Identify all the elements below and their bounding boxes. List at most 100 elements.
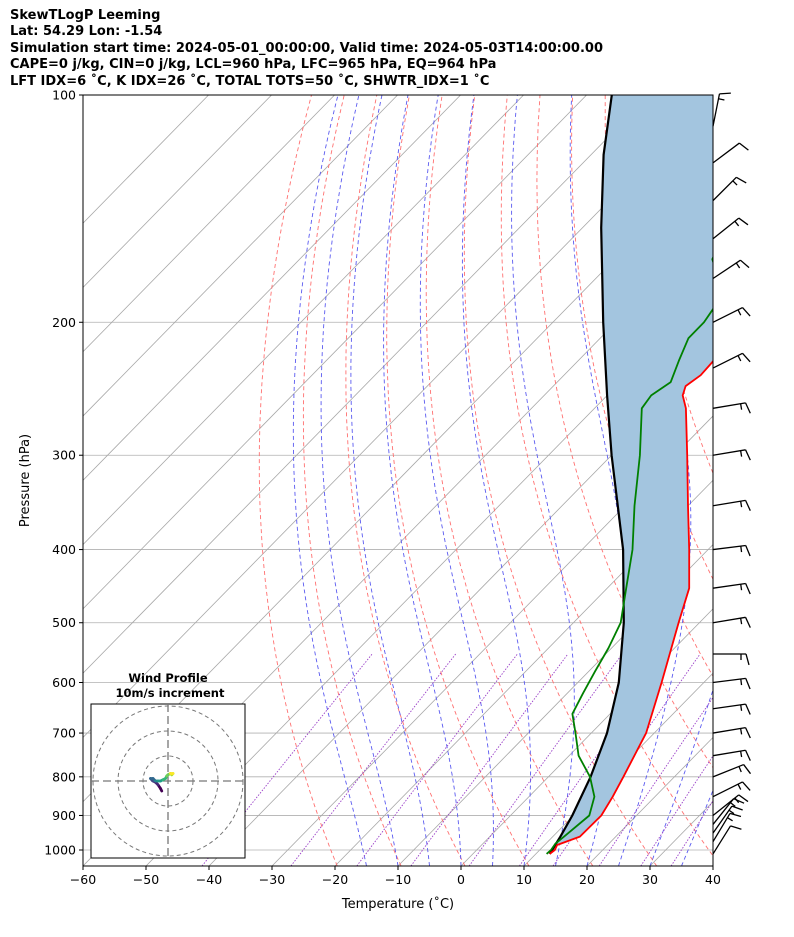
title-line-2: Lat: 54.29 Lon: -1.54	[10, 24, 163, 40]
moist-adiabat	[419, 95, 494, 866]
hodograph-title: Wind Profile	[128, 671, 208, 685]
wind-barb	[712, 544, 751, 557]
temperature-profile-line	[549, 359, 713, 855]
moist-adiabat	[681, 789, 713, 866]
mixing-ratio-line	[201, 653, 373, 866]
isotherm-gridline	[712, 865, 713, 866]
x-tick-label: 40	[705, 872, 721, 887]
y-tick-label: 800	[52, 769, 76, 784]
title-line-5: LFT IDX=6 ˚C, K IDX=26 ˚C, TOTAL TOTS=50…	[10, 73, 490, 89]
wind-barb	[712, 763, 752, 778]
isotherm-gridline	[523, 672, 713, 866]
x-axis-label: Temperature (˚C)	[341, 896, 454, 912]
title-line-3: Simulation start time: 2024-05-01_00:00:…	[10, 40, 603, 56]
x-tick-label: −10	[385, 872, 411, 887]
y-tick-label: 500	[52, 615, 76, 630]
isotherm-gridline	[83, 95, 713, 739]
wind-barb	[712, 449, 751, 461]
y-tick-label: 700	[52, 726, 76, 741]
wind-barb	[712, 582, 751, 595]
mixing-ratio-line	[670, 799, 713, 866]
moist-adiabat	[461, 95, 532, 866]
wind-barb	[712, 805, 743, 834]
wind-barb	[712, 726, 751, 739]
moist-adiabat	[320, 95, 399, 866]
moist-adiabat	[292, 95, 367, 866]
isotherm-gridline	[83, 95, 398, 417]
title-line-4: CAPE=0 j/kg, CIN=0 j/kg, LCL=960 hPa, LF…	[10, 57, 497, 73]
wind-barb	[712, 176, 747, 202]
isotherm-gridline	[271, 415, 713, 866]
dry-adiabat	[702, 95, 713, 185]
isotherm-gridline	[145, 286, 713, 866]
dry-adiabat	[500, 95, 713, 857]
dry-adiabat	[345, 95, 466, 866]
wind-barb	[712, 781, 751, 798]
x-tick-label: 20	[579, 872, 595, 887]
isotherm-gridline	[397, 543, 713, 866]
dry-adiabat	[768, 95, 794, 866]
isotherm-gridline	[83, 95, 335, 353]
y-tick-label: 1000	[44, 843, 76, 858]
mixing-ratio-line	[640, 755, 713, 866]
isotherm-gridline	[460, 608, 713, 866]
x-tick-label: 30	[642, 872, 658, 887]
parcel-path-line	[548, 95, 625, 855]
x-tick-label: −60	[70, 872, 96, 887]
isotherm-gridline	[83, 95, 650, 674]
x-tick-label: −30	[259, 872, 285, 887]
wind-barb	[712, 616, 751, 628]
moist-adiabat	[383, 95, 462, 866]
mixing-ratio-line	[519, 653, 670, 866]
y-axis-label: Pressure (hPa)	[18, 434, 33, 527]
wind-barb	[712, 703, 751, 715]
wind-barb	[712, 92, 731, 127]
y-tick-label: 900	[52, 808, 76, 823]
isotherm-gridline	[334, 479, 713, 866]
y-tick-label: 600	[52, 675, 76, 690]
dry-adiabat	[463, 95, 658, 866]
y-tick-label: 100	[52, 88, 76, 103]
wind-barb	[712, 794, 749, 816]
title-line-1: SkewTLogP Leeming	[10, 8, 161, 23]
dry-adiabat	[302, 95, 402, 866]
dry-adiabat	[571, 95, 713, 678]
wind-barb	[712, 142, 749, 164]
dewpoint-profile-line	[546, 255, 713, 855]
wind-barb	[712, 402, 751, 414]
y-tick-label: 400	[52, 542, 76, 557]
x-tick-label: −20	[322, 872, 348, 887]
wind-barb	[712, 677, 751, 690]
isotherm-gridline	[83, 95, 587, 610]
wind-barb	[712, 812, 742, 843]
wind-barb	[712, 749, 751, 761]
mixing-ratio-line	[468, 653, 623, 866]
mixing-ratio-line	[290, 653, 457, 866]
dry-adiabat	[637, 95, 713, 475]
x-tick-label: −40	[196, 872, 222, 887]
y-tick-label: 300	[52, 448, 76, 463]
y-tick-label: 200	[52, 315, 76, 330]
isotherm-gridline	[208, 351, 713, 866]
x-tick-label: 10	[516, 872, 532, 887]
moist-adiabat	[350, 95, 430, 866]
dry-adiabat	[425, 95, 594, 866]
isotherm-gridline	[83, 95, 272, 289]
x-tick-label: −50	[133, 872, 159, 887]
wind-barb	[712, 259, 750, 280]
moist-adiabat	[649, 688, 713, 866]
wind-barb	[712, 499, 751, 511]
hodograph-subtitle: 10m/s increment	[116, 686, 225, 700]
x-tick-label: 0	[457, 872, 465, 887]
isotherm-gridline	[83, 95, 524, 546]
wind-barb	[712, 217, 749, 240]
wind-barb	[712, 352, 751, 369]
wind-barb	[712, 306, 751, 323]
chart-title-block: SkewTLogP Leeming Lat: 54.29 Lon: -1.54 …	[10, 8, 603, 90]
dry-adiabat	[386, 95, 530, 866]
dry-adiabat	[258, 95, 338, 866]
wind-barb	[713, 653, 750, 666]
cin-shading	[549, 95, 713, 854]
mixing-ratio-line	[356, 653, 518, 866]
